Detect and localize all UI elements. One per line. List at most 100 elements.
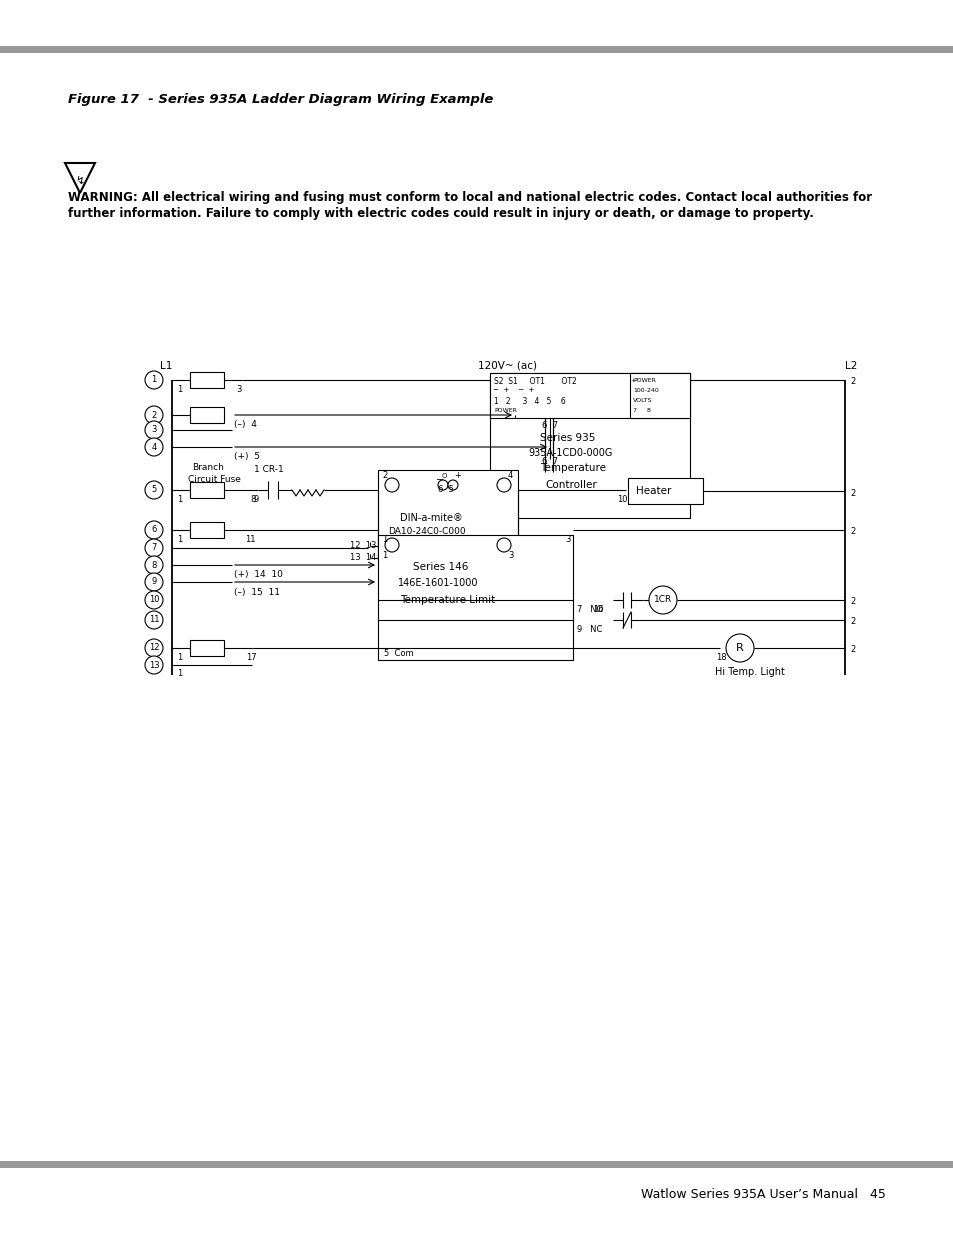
Text: Series 935: Series 935 bbox=[539, 433, 595, 443]
Text: +: + bbox=[454, 472, 460, 480]
Bar bbox=[190, 408, 224, 424]
Text: 9   NC: 9 NC bbox=[577, 625, 601, 634]
Text: 8: 8 bbox=[250, 494, 255, 504]
Text: Temperature: Temperature bbox=[539, 463, 605, 473]
Text: 10: 10 bbox=[149, 595, 159, 604]
Text: Watlow Series 935A User’s Manual   45: Watlow Series 935A User’s Manual 45 bbox=[640, 1188, 885, 1202]
Text: 2: 2 bbox=[849, 378, 854, 387]
Text: 4: 4 bbox=[507, 471, 513, 479]
Bar bbox=[627, 478, 702, 504]
Circle shape bbox=[145, 611, 163, 629]
Circle shape bbox=[145, 521, 163, 538]
Circle shape bbox=[145, 573, 163, 592]
Text: 2: 2 bbox=[849, 646, 854, 655]
Text: 1   2     3   4   5    6: 1 2 3 4 5 6 bbox=[494, 396, 565, 405]
Text: further information. Failure to comply with electric codes could result in injur: further information. Failure to comply w… bbox=[68, 206, 813, 220]
Circle shape bbox=[648, 585, 677, 614]
Text: 2: 2 bbox=[849, 527, 854, 536]
Text: 17: 17 bbox=[246, 652, 256, 662]
Bar bbox=[629, 373, 689, 417]
Text: 10: 10 bbox=[617, 494, 627, 504]
Circle shape bbox=[145, 406, 163, 424]
Circle shape bbox=[145, 638, 163, 657]
Text: 1: 1 bbox=[381, 536, 387, 545]
Text: 8: 8 bbox=[152, 561, 156, 569]
Text: 1 CR-1: 1 CR-1 bbox=[253, 466, 283, 474]
Text: DA10-24C0-C000: DA10-24C0-C000 bbox=[388, 527, 465, 536]
Text: 9: 9 bbox=[253, 494, 259, 504]
Text: 146E-1601-1000: 146E-1601-1000 bbox=[397, 578, 478, 588]
Text: R: R bbox=[736, 643, 743, 653]
Text: +: + bbox=[630, 378, 635, 384]
Text: Figure 17  - Series 935A Ladder Diagram Wiring Example: Figure 17 - Series 935A Ladder Diagram W… bbox=[68, 94, 493, 106]
Text: 1CR: 1CR bbox=[653, 595, 672, 604]
Text: VOLTS: VOLTS bbox=[633, 399, 652, 404]
Text: Temperature Limit: Temperature Limit bbox=[399, 595, 495, 605]
Bar bbox=[190, 522, 224, 538]
Text: 11: 11 bbox=[149, 615, 159, 625]
Circle shape bbox=[497, 478, 511, 492]
Circle shape bbox=[145, 480, 163, 499]
Text: 6  5: 6 5 bbox=[437, 484, 454, 494]
Bar bbox=[190, 372, 224, 388]
Text: S2  S1     OT1       OT2: S2 S1 OT1 OT2 bbox=[494, 377, 577, 385]
Text: 1: 1 bbox=[177, 535, 182, 543]
Text: −  +    −  +: − + − + bbox=[493, 387, 534, 393]
Text: L1: L1 bbox=[160, 361, 172, 370]
Text: 3: 3 bbox=[235, 384, 241, 394]
Text: Series 146: Series 146 bbox=[413, 562, 468, 572]
Text: 100-240: 100-240 bbox=[633, 389, 659, 394]
Bar bbox=[0, 46, 953, 53]
Text: POWER: POWER bbox=[633, 378, 655, 384]
Text: 5: 5 bbox=[152, 485, 156, 494]
Text: 2: 2 bbox=[849, 598, 854, 606]
Text: 18: 18 bbox=[716, 652, 726, 662]
Text: 6: 6 bbox=[152, 526, 156, 535]
Circle shape bbox=[385, 478, 398, 492]
Circle shape bbox=[725, 634, 753, 662]
Text: 1: 1 bbox=[152, 375, 156, 384]
Text: 13  14: 13 14 bbox=[350, 552, 376, 562]
Text: 6  7: 6 7 bbox=[541, 457, 558, 467]
Bar bbox=[377, 535, 573, 659]
Text: 120V~ (ac): 120V~ (ac) bbox=[478, 361, 537, 370]
Text: ↯: ↯ bbox=[75, 177, 85, 186]
Text: 7   NO: 7 NO bbox=[577, 604, 602, 614]
Circle shape bbox=[145, 538, 163, 557]
Text: 2: 2 bbox=[381, 471, 387, 479]
Text: WARNING: All electrical wiring and fusing must conform to local and national ele: WARNING: All electrical wiring and fusin… bbox=[68, 191, 871, 205]
Text: 7     8: 7 8 bbox=[633, 408, 650, 412]
Text: 16: 16 bbox=[593, 604, 603, 614]
Text: 2: 2 bbox=[849, 489, 854, 498]
Text: 12: 12 bbox=[149, 643, 159, 652]
Text: 6  7: 6 7 bbox=[541, 420, 558, 430]
Bar bbox=[377, 471, 517, 559]
Text: 1: 1 bbox=[381, 551, 387, 559]
Circle shape bbox=[145, 370, 163, 389]
Text: −: − bbox=[436, 475, 444, 485]
Text: 935A-1CD0-000G: 935A-1CD0-000G bbox=[527, 448, 612, 458]
Text: 1: 1 bbox=[177, 384, 182, 394]
Text: 3: 3 bbox=[152, 426, 156, 435]
Bar bbox=[490, 373, 689, 417]
Text: DIN-a-mite®: DIN-a-mite® bbox=[399, 513, 462, 522]
Text: Hi Temp. Light: Hi Temp. Light bbox=[714, 667, 784, 677]
Text: Heater: Heater bbox=[636, 487, 671, 496]
Text: (–)  15  11: (–) 15 11 bbox=[233, 588, 280, 597]
Text: (+)  5: (+) 5 bbox=[233, 452, 260, 462]
Text: (+)  14  10: (+) 14 10 bbox=[233, 571, 283, 579]
Circle shape bbox=[497, 538, 511, 552]
Text: Controller: Controller bbox=[544, 480, 597, 490]
Text: POWER: POWER bbox=[494, 408, 517, 412]
Text: Branch: Branch bbox=[192, 463, 224, 473]
Bar bbox=[190, 640, 224, 656]
Text: O: O bbox=[441, 473, 447, 479]
Text: 2: 2 bbox=[152, 410, 156, 420]
Text: (–)  4: (–) 4 bbox=[233, 420, 256, 430]
Text: 5  Com: 5 Com bbox=[384, 648, 414, 657]
Text: 2: 2 bbox=[849, 618, 854, 626]
Text: 3: 3 bbox=[507, 551, 513, 559]
Text: 12  13: 12 13 bbox=[350, 541, 376, 550]
Circle shape bbox=[437, 480, 448, 490]
Text: 3: 3 bbox=[564, 536, 570, 545]
